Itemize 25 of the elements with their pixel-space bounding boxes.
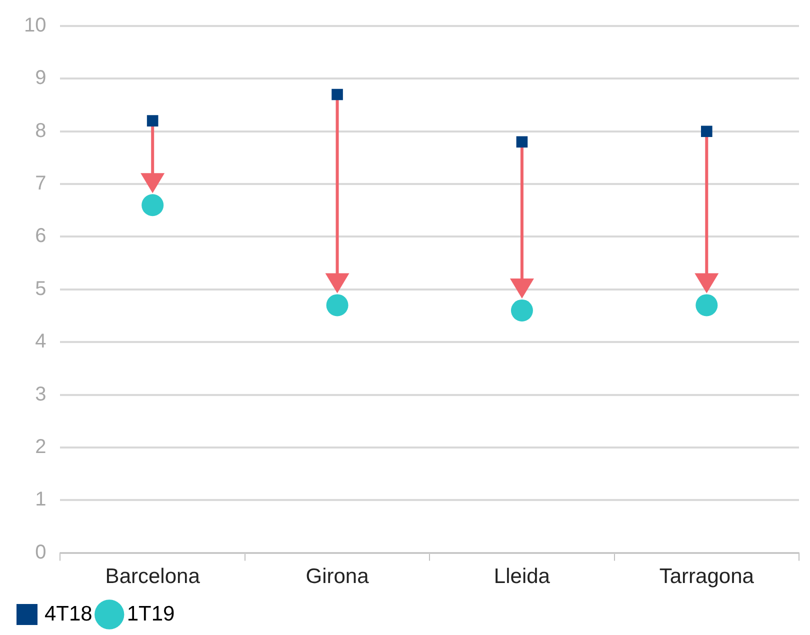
point <box>146 115 158 126</box>
x-tick-label: Tarragona <box>659 565 754 588</box>
point <box>701 126 712 138</box>
x-tick-label: Girona <box>306 565 370 588</box>
y-tick-label: 6 <box>35 225 46 248</box>
point <box>510 299 533 322</box>
point <box>696 294 718 316</box>
legend-label: 4T18 <box>44 602 92 626</box>
y-tick-label: 10 <box>24 14 46 37</box>
y-tick-label: 4 <box>35 330 46 353</box>
x-tick-label: Barcelona <box>105 565 200 588</box>
y-tick-label: 0 <box>35 541 46 564</box>
y-tick-label: 2 <box>35 436 46 458</box>
y-tick-label: 3 <box>35 383 46 406</box>
y-tick-label: 9 <box>35 67 46 90</box>
y-tick-label: 7 <box>35 172 46 195</box>
point <box>326 294 348 316</box>
legend-label: 1T19 <box>126 602 175 626</box>
point <box>332 88 343 100</box>
x-tick-label: Lleida <box>494 565 550 588</box>
y-tick-label: 1 <box>35 488 46 511</box>
y-tick-label: 8 <box>35 120 46 142</box>
point <box>142 194 164 216</box>
point <box>516 136 528 148</box>
y-tick-label: 5 <box>35 278 46 300</box>
